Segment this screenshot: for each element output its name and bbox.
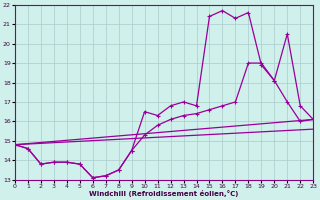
X-axis label: Windchill (Refroidissement éolien,°C): Windchill (Refroidissement éolien,°C) (89, 190, 239, 197)
